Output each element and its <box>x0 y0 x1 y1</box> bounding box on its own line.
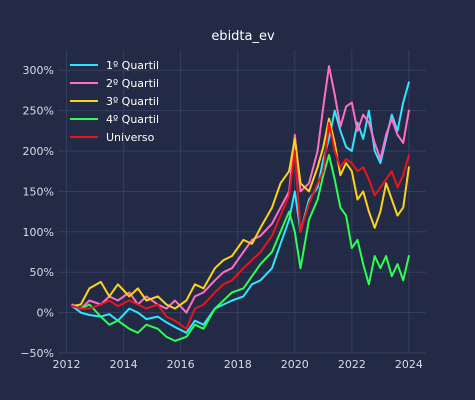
axes: −50% 0% 50% 100% 150% 200% 250% 300% 2012 2014 201… <box>20 64 423 371</box>
y-tick-label: 200% <box>23 145 54 158</box>
x-tick-label: 2022 <box>338 358 366 371</box>
x-tick-label: 2018 <box>224 358 252 371</box>
y-tick-label: 250% <box>23 105 54 118</box>
y-tick-label: 50% <box>30 266 54 279</box>
legend-label: 3º Quartil <box>106 95 159 108</box>
x-tick-label: 2012 <box>53 358 81 371</box>
series-line-3 <box>71 117 410 310</box>
series-line-4 <box>71 154 410 342</box>
series-line-5 <box>71 121 410 330</box>
y-tick-label: 0% <box>37 307 54 320</box>
y-tick-label: −50% <box>20 347 54 360</box>
chart-title: ebidta_ev <box>211 29 275 44</box>
series-lines <box>71 65 410 342</box>
x-tick-label: 2014 <box>110 358 138 371</box>
x-tick-label: 2016 <box>167 358 195 371</box>
legend-label: 2º Quartil <box>106 77 159 90</box>
x-tick-label: 2024 <box>395 358 423 371</box>
legend: 1º Quartil 2º Quartil 3º Quartil 4º Quartil… <box>70 59 159 144</box>
y-tick-label: 300% <box>23 64 54 77</box>
series-line-1 <box>71 81 410 334</box>
legend-label: Universo <box>106 131 155 144</box>
x-tick-label: 2020 <box>281 358 309 371</box>
series-line-2 <box>71 65 410 314</box>
y-tick-label: 150% <box>23 185 54 198</box>
legend-label: 1º Quartil <box>106 59 159 72</box>
legend-label: 4º Quartil <box>106 113 159 126</box>
y-tick-label: 100% <box>23 226 54 239</box>
